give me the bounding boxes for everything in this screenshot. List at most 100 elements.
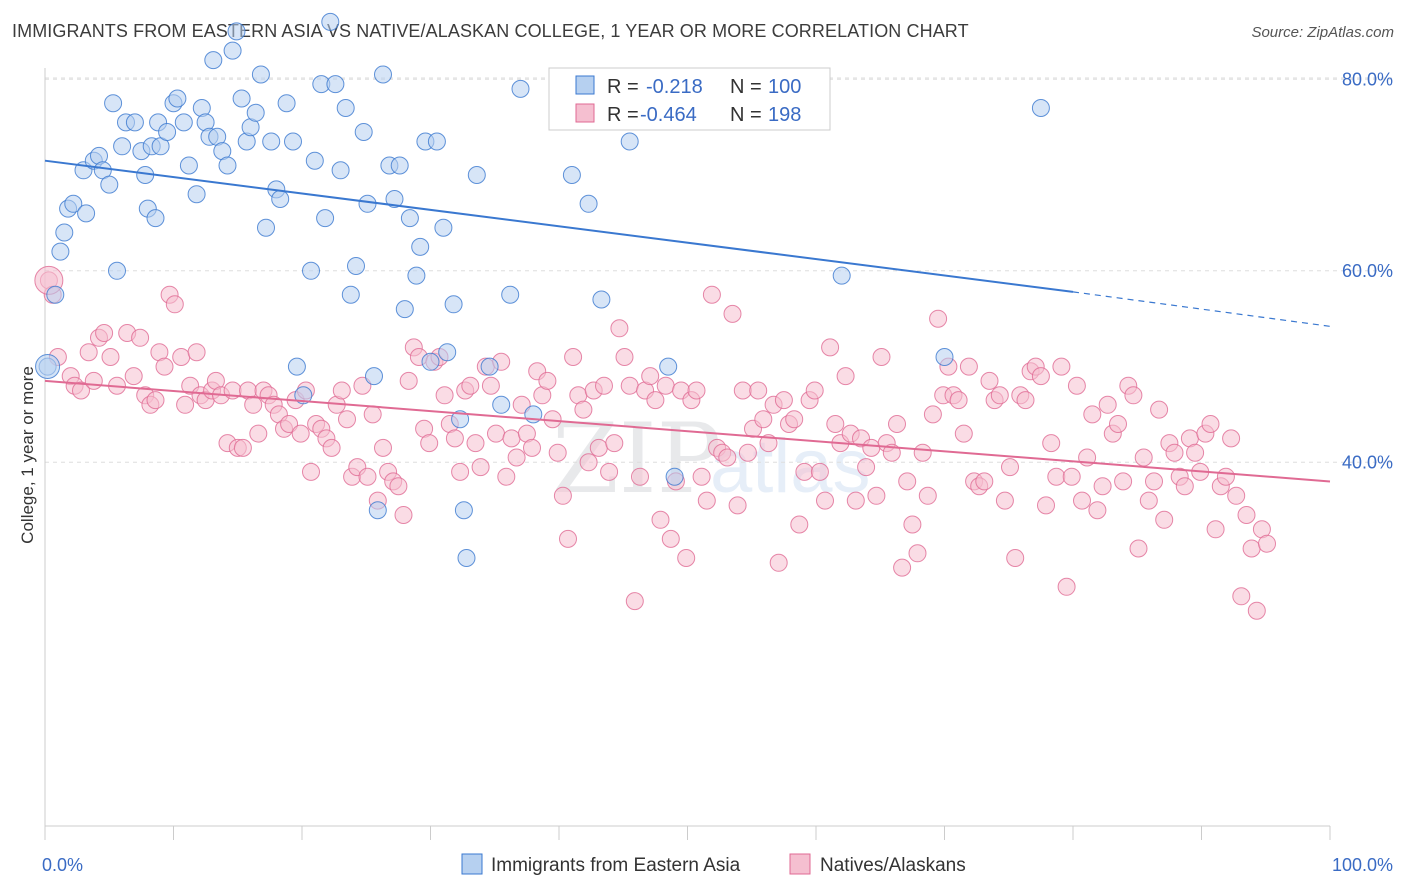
- data-point-natives: [1247, 601, 1266, 620]
- data-point-immigrants: [407, 266, 426, 285]
- data-point-natives: [420, 434, 439, 453]
- data-point-natives: [399, 371, 418, 390]
- data-point-natives: [471, 458, 490, 477]
- data-point-immigrants: [438, 343, 457, 362]
- data-point-natives: [913, 443, 932, 462]
- data-point-natives: [923, 405, 942, 424]
- data-point-immigrants: [400, 209, 419, 228]
- data-point-natives: [790, 515, 809, 534]
- legend-r-label-1: R =: [607, 76, 639, 98]
- data-point-natives: [836, 367, 855, 386]
- data-point-immigrants: [262, 132, 281, 151]
- data-point-natives: [661, 529, 680, 548]
- data-point-immigrants: [204, 51, 223, 70]
- data-point-immigrants: [427, 132, 446, 151]
- data-point-natives: [1098, 395, 1117, 414]
- data-point-immigrants-cluster: [35, 354, 61, 380]
- data-point-immigrants: [326, 75, 345, 94]
- data-point-natives: [893, 558, 912, 577]
- data-point-natives: [131, 328, 150, 347]
- data-point-natives: [1114, 472, 1133, 491]
- data-point-natives: [733, 381, 752, 400]
- data-point-immigrants: [395, 300, 414, 319]
- data-point-natives: [374, 438, 392, 457]
- data-point-natives: [538, 371, 557, 390]
- source-credit: Source: ZipAtlas.com: [1251, 24, 1394, 41]
- data-point-immigrants: [562, 166, 581, 184]
- data-point-immigrants: [511, 79, 530, 98]
- x-tick-label-min: 0.0%: [42, 855, 83, 875]
- data-point-natives: [1186, 443, 1205, 462]
- data-point-natives: [1057, 577, 1076, 596]
- data-point-immigrants: [457, 549, 476, 567]
- data-point-natives: [980, 371, 999, 390]
- data-point-immigrants: [77, 204, 96, 223]
- data-point-natives: [280, 415, 299, 433]
- data-point-immigrants: [55, 223, 74, 242]
- data-point-natives: [564, 348, 583, 366]
- data-point-natives: [754, 410, 773, 429]
- data-point-natives: [435, 386, 454, 405]
- data-point-natives: [620, 376, 639, 395]
- data-point-natives: [995, 491, 1014, 510]
- data-point-natives: [595, 376, 613, 395]
- data-point-natives: [1145, 472, 1163, 491]
- data-point-natives: [749, 381, 768, 400]
- trend-line-natives: [44, 379, 1331, 483]
- data-point-natives: [641, 367, 660, 386]
- data-point-natives: [898, 472, 917, 491]
- data-point-natives: [497, 467, 516, 486]
- data-point-natives: [615, 348, 634, 366]
- data-point-natives: [302, 462, 320, 481]
- data-point-natives: [888, 415, 906, 433]
- data-point-natives: [862, 438, 881, 457]
- data-point-immigrants: [218, 156, 237, 175]
- legend-swatch-pink: [575, 103, 595, 123]
- data-point-immigrants: [579, 194, 598, 213]
- bottom-legend-swatch-blue: [461, 853, 483, 875]
- data-point-immigrants: [1031, 99, 1050, 117]
- data-point-natives: [990, 386, 1009, 405]
- data-point-natives: [487, 424, 505, 443]
- data-point-immigrants: [341, 285, 360, 304]
- data-point-natives: [466, 434, 485, 453]
- data-point-natives: [101, 348, 120, 366]
- data-point-natives: [1258, 534, 1276, 553]
- data-point-immigrants: [368, 501, 387, 520]
- data-point-natives: [95, 324, 114, 342]
- bottom-legend-label-1: Immigrants from Eastern Asia: [491, 855, 741, 876]
- data-point-immigrants: [271, 190, 290, 208]
- data-point-immigrants: [223, 41, 242, 60]
- series-immigrants-eastern-asia: [35, 12, 1050, 567]
- data-point-natives: [512, 395, 531, 414]
- data-point-natives: [451, 462, 470, 481]
- data-point-immigrants: [305, 151, 324, 170]
- data-point-natives: [1124, 386, 1143, 405]
- data-point-natives: [918, 486, 937, 505]
- axes: [44, 68, 1331, 840]
- y-axis-title: College, 1 year or more: [18, 366, 37, 544]
- legend-swatch-blue: [575, 75, 595, 95]
- data-point-immigrants: [454, 501, 473, 520]
- data-point-immigrants: [592, 290, 611, 309]
- data-point-natives: [600, 462, 619, 481]
- data-point-natives: [155, 357, 174, 376]
- data-point-natives: [677, 549, 696, 567]
- data-point-natives: [1237, 506, 1256, 524]
- data-point-immigrants: [64, 194, 83, 213]
- data-point-natives: [949, 391, 968, 410]
- data-point-immigrants: [294, 386, 313, 405]
- data-point-natives: [954, 424, 973, 443]
- data-point-natives: [846, 491, 865, 510]
- data-point-natives: [322, 438, 341, 457]
- data-point-natives: [291, 424, 310, 443]
- chart-title: IMMIGRANTS FROM EASTERN ASIA VS NATIVE/A…: [12, 21, 969, 41]
- data-point-immigrants: [467, 166, 486, 184]
- data-point-natives: [1175, 477, 1194, 496]
- data-point-natives: [1073, 491, 1091, 510]
- data-point-natives: [805, 381, 824, 400]
- data-point-immigrants: [358, 194, 377, 213]
- data-point-natives: [1242, 539, 1261, 558]
- series-natives-alaskans: [34, 265, 1276, 620]
